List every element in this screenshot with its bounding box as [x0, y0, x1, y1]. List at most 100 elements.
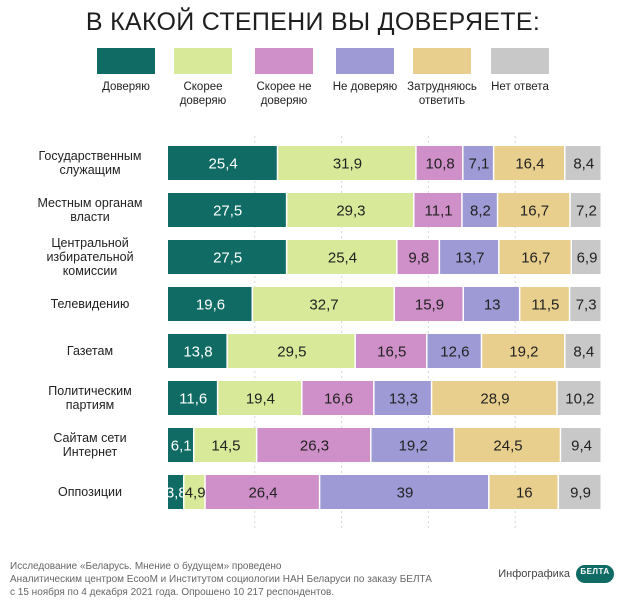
bar-segment [287, 240, 397, 274]
data-label: 6,9 [577, 250, 598, 267]
data-label: 26,3 [300, 438, 329, 455]
category-label-line: Центральной [51, 236, 128, 250]
data-label: 28,9 [480, 391, 509, 408]
data-label: 39 [397, 485, 414, 502]
bar-segment [218, 381, 302, 415]
legend-item-1: Доверяю [86, 48, 166, 94]
data-label: 19,2 [509, 344, 538, 361]
category-label-line: Местным органам [37, 196, 142, 210]
chart-title: В КАКОЙ СТЕПЕНИ ВЫ ДОВЕРЯЕТЕ: [85, 8, 541, 36]
bar-segment [184, 475, 205, 509]
category-label-line: Политическим [48, 384, 131, 398]
category-label-line: служащим [59, 163, 120, 177]
bar-segment [565, 146, 601, 180]
bar-segment [440, 240, 499, 274]
legend-swatch [413, 48, 471, 74]
data-label: 27,5 [213, 250, 242, 267]
bar-segment [355, 334, 427, 368]
data-label: 8,4 [573, 344, 594, 361]
data-label: 7,1 [469, 156, 490, 173]
bar-segment [287, 193, 414, 227]
legend-label: Скорее доверяю [179, 81, 227, 107]
data-label: 9,8 [408, 250, 429, 267]
data-label: 31,9 [333, 156, 362, 173]
legend-label: Не доверяю [332, 81, 398, 93]
category-label-line: комиссии [63, 264, 118, 278]
bar-segment [168, 475, 183, 509]
data-label: 29,5 [277, 344, 306, 361]
category-label-line: партиям [66, 398, 114, 412]
bar-segment [494, 146, 565, 180]
legend-swatch [255, 48, 313, 74]
data-label: 27,5 [213, 203, 242, 220]
bar-segment [561, 428, 601, 462]
data-label: 6,1 [171, 438, 192, 455]
bar-segment [168, 146, 277, 180]
bar-segment [498, 193, 570, 227]
category-label: Сайтам сети Интернет [53, 431, 126, 459]
brand: Инфографика БЕЛТА [498, 565, 614, 583]
data-label: 25,4 [328, 250, 357, 267]
legend-item-3: Скорее не доверяю [244, 48, 324, 108]
data-label: 10,8 [426, 156, 455, 173]
bar-segment [565, 334, 601, 368]
bar-segment [463, 287, 519, 321]
category-label: Оппозиции [58, 485, 122, 499]
source-line-3: с 15 ноября по 4 декабря 2021 года. Опро… [10, 587, 335, 598]
data-label: 13,3 [389, 391, 418, 408]
data-label: 8,2 [470, 203, 491, 220]
brand-caption: Инфографика [498, 568, 570, 580]
data-label: 32,7 [309, 297, 338, 314]
bar-segment [168, 193, 286, 227]
belta-logo-icon: БЕЛТА [576, 565, 614, 583]
legend-item-5: Затрудняюсь ответить [402, 48, 482, 108]
source-line-1: Исследование «Беларусь. Мнение о будущем… [10, 561, 282, 572]
category-label: Газетам [67, 344, 113, 358]
legend-item-2: Скорее доверяю [163, 48, 243, 108]
data-label: 4,9 [185, 485, 206, 502]
bar-segment [302, 381, 374, 415]
bar-segment [570, 287, 601, 321]
category-label-line: власти [70, 210, 110, 224]
data-label: 3,8 [166, 485, 187, 502]
legend-swatch [174, 48, 232, 74]
data-label: 29,3 [336, 203, 365, 220]
bar-segment [168, 334, 227, 368]
data-label: 16,6 [324, 391, 353, 408]
bar-segment [168, 381, 217, 415]
bar-segment [374, 381, 431, 415]
category-label-line: Телевидению [51, 297, 130, 311]
bar-segment [168, 240, 286, 274]
stacked-bar-chart: Государственным служащим 25,4 31,9 10,8 7,1 16… [37, 136, 601, 530]
bar-segment [572, 240, 601, 274]
data-label: 15,9 [415, 297, 444, 314]
data-label: 13 [484, 297, 501, 314]
bar-segment [168, 428, 193, 462]
legend-swatch [97, 48, 155, 74]
legend-item-4: Не доверяю [325, 48, 405, 94]
legend-label: Затрудняюсь ответить [407, 81, 477, 107]
data-label: 14,5 [211, 438, 240, 455]
category-label-line: Интернет [63, 445, 118, 459]
data-label: 19,6 [196, 297, 225, 314]
bar-segment [559, 475, 601, 509]
data-label: 11,5 [531, 297, 559, 314]
bar-segment [454, 428, 560, 462]
bar-segment [416, 146, 463, 180]
bar-segment [414, 193, 462, 227]
bar-segment [278, 146, 416, 180]
legend-swatch [491, 48, 549, 74]
data-label: 13,7 [455, 250, 484, 267]
category-label: Политическим партиям [48, 384, 131, 412]
bar-segment [253, 287, 394, 321]
data-label: 11,1 [425, 203, 453, 220]
data-label: 16,5 [377, 344, 406, 361]
data-label: 13,8 [183, 344, 212, 361]
logo-text: БЕЛТА [580, 567, 610, 576]
legend-label: Доверяю [102, 81, 150, 93]
bar-segment [570, 193, 601, 227]
data-label: 25,4 [209, 156, 238, 173]
data-label: 24,5 [493, 438, 522, 455]
legend-item-6: Нет ответа [480, 48, 560, 94]
bar-segment [462, 193, 497, 227]
